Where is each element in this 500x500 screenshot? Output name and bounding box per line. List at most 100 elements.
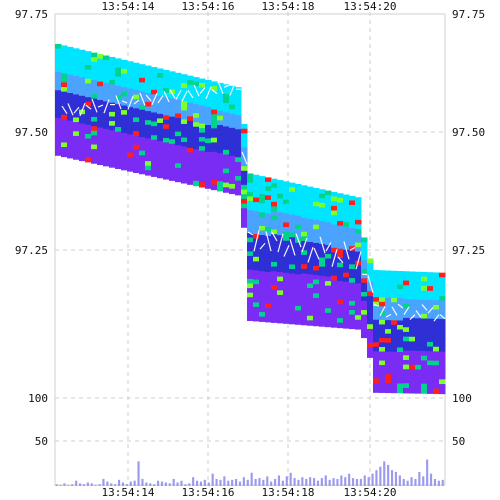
heatmap-cell: [439, 281, 446, 288]
heatmap-cell: [415, 360, 422, 366]
heatmap-cell: [103, 119, 110, 126]
price-line-segment: [421, 304, 428, 311]
heatmap-cell: [61, 45, 68, 51]
heatmap-cell: [241, 124, 248, 130]
heatmap-cell: [67, 56, 74, 62]
heatmap-cell: [349, 323, 356, 330]
heatmap-cell: [139, 91, 146, 97]
heatmap-cell: [373, 297, 380, 303]
heatmap-cell: [127, 74, 134, 81]
heatmap-cell: [385, 270, 392, 276]
heatmap-cell: [349, 227, 356, 234]
price-line-segment: [313, 247, 320, 260]
heatmap-cell: [373, 360, 380, 366]
heatmap-cell: [397, 379, 404, 385]
heatmap-cell: [277, 189, 284, 195]
volume-bar: [414, 478, 417, 486]
heatmap-cell: [157, 132, 164, 138]
heatmap-cell: [319, 243, 326, 250]
heatmap-cell: [91, 144, 98, 150]
heatmap-cell: [265, 317, 272, 323]
heatmap-cell: [289, 214, 296, 220]
heatmap-cell: [115, 58, 122, 64]
heatmap-cell: [181, 146, 188, 152]
heatmap-cell: [295, 188, 302, 194]
heatmap-cell: [271, 266, 278, 273]
heatmap-cell: [337, 193, 344, 199]
heatmap-cell: [397, 347, 404, 353]
heatmap-cell: [349, 296, 356, 302]
heatmap-cell: [157, 172, 164, 179]
heatmap-cell: [343, 217, 350, 223]
heatmap-cell: [301, 227, 308, 233]
heatmap-cell: [367, 314, 374, 321]
heatmap-cell: [181, 114, 188, 121]
heatmap-cell: [187, 129, 194, 136]
volume-bar: [156, 480, 160, 486]
heatmap-cell: [313, 238, 320, 244]
volume-bar: [59, 485, 62, 486]
heatmap-cell: [421, 318, 428, 324]
heatmap-cell: [187, 116, 194, 122]
heatmap-cell: [343, 318, 350, 325]
heatmap-cell: [253, 220, 260, 226]
heatmap-cell: [385, 284, 392, 290]
heatmap-cell: [247, 187, 254, 193]
heatmap-cell: [415, 378, 422, 385]
heatmap-cell: [247, 260, 254, 266]
heatmap-cell: [271, 178, 278, 185]
heatmap-cell: [295, 229, 302, 235]
heatmap-cell: [283, 213, 290, 219]
heatmap-cell: [355, 219, 362, 226]
heatmap-cell: [133, 85, 140, 91]
heatmap-cell: [139, 73, 146, 79]
heatmap-cell: [103, 78, 110, 84]
heatmap-cell: [289, 241, 296, 248]
heatmap-cell: [349, 287, 356, 293]
heatmap-cell: [133, 108, 140, 114]
heatmap-cell: [85, 111, 92, 117]
heatmap-cell: [199, 78, 206, 84]
heatmap-cell: [427, 337, 434, 343]
heatmap-cell: [235, 96, 242, 103]
heatmap-cell: [85, 78, 92, 85]
heatmap-cell: [349, 205, 356, 211]
heatmap-cell: [409, 350, 416, 357]
volume-bar: [371, 473, 374, 486]
heatmap-cell: [355, 206, 362, 212]
heatmap-cell: [379, 374, 386, 380]
heatmap-cell: [409, 378, 416, 385]
heatmap-cell: [307, 191, 314, 197]
heatmap-cell: [97, 136, 104, 143]
heatmap-cell: [79, 109, 86, 116]
heatmap-cell: [367, 324, 374, 330]
heatmap-cell: [331, 298, 338, 305]
volume-bar: [164, 482, 167, 486]
heatmap-cell: [247, 297, 254, 303]
heatmap-cell: [277, 299, 284, 305]
heatmap-cell: [241, 189, 248, 196]
heatmap-cell: [199, 83, 206, 89]
heatmap-cell: [229, 95, 236, 101]
heatmap-cell: [349, 300, 356, 307]
heatmap-cell: [301, 245, 308, 252]
heatmap-cell: [397, 343, 404, 349]
heatmap-cell: [295, 319, 302, 325]
heatmap-cell: [433, 379, 440, 385]
heatmap-cell: [103, 115, 110, 121]
heatmap-cell: [169, 84, 176, 91]
heatmap-cell: [73, 57, 80, 63]
heatmap-cell: [415, 350, 422, 357]
heatmap-cell: [283, 236, 290, 242]
heatmap-cell: [259, 230, 266, 236]
heatmap-cell: [307, 232, 314, 239]
heatmap-cell: [163, 110, 170, 117]
heatmap-cell: [289, 273, 296, 279]
heatmap-cell: [229, 179, 236, 185]
heatmap-cell: [415, 369, 422, 376]
heatmap-cell: [313, 270, 320, 276]
heatmap-cell: [271, 294, 278, 300]
heatmap-cell: [421, 271, 428, 278]
heatmap-cell: [349, 259, 356, 266]
heatmap-cell: [421, 323, 428, 329]
